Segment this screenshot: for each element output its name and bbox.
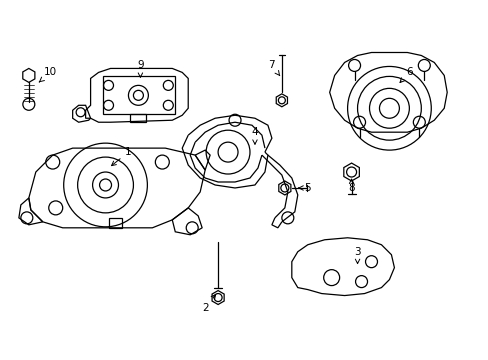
Text: 5: 5 (298, 183, 310, 193)
Text: 8: 8 (347, 179, 354, 193)
Text: 4: 4 (251, 127, 258, 144)
Text: 3: 3 (353, 247, 360, 264)
Text: 6: 6 (399, 67, 412, 82)
Text: 1: 1 (111, 147, 131, 166)
Text: 2: 2 (202, 294, 215, 312)
Text: 9: 9 (137, 60, 143, 77)
Text: 7: 7 (268, 60, 279, 76)
Text: 10: 10 (39, 67, 57, 82)
